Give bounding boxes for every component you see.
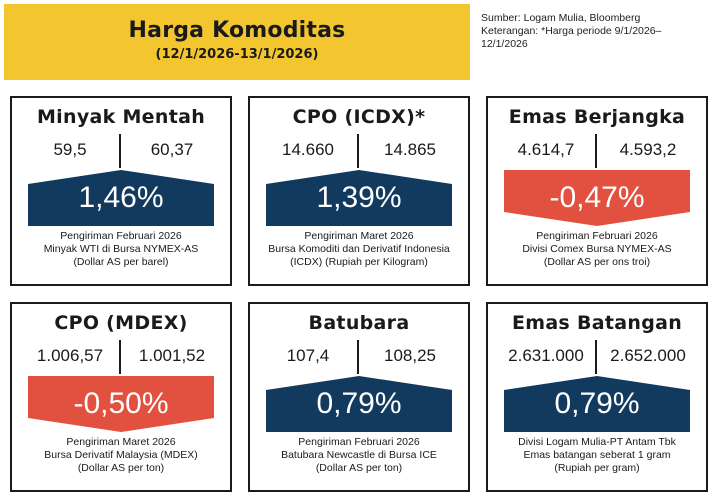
price-divider	[595, 134, 597, 168]
change-percent: -0,47%	[549, 181, 645, 214]
change-arrow-shape	[28, 170, 214, 226]
price-current: 14.865	[384, 140, 436, 159]
commodity-card-cpo-icdx: CPO (ICDX)* 14.660 14.865 1,39% Pengirim…	[248, 96, 470, 286]
price-pair: 1.006,57 1.001,52	[12, 338, 230, 374]
change-percent: 1,46%	[78, 181, 164, 214]
change-percent: 1,39%	[316, 181, 402, 214]
price-current: 4.593,2	[619, 140, 677, 159]
commodity-card-cpo-mdex: CPO (MDEX) 1.006,57 1.001,52 -0,50% Peng…	[10, 302, 232, 492]
note-line: (ICDX) (Rupiah per Kilogram)	[290, 256, 428, 268]
source-line: 12/1/2026	[481, 38, 528, 50]
header-banner: Harga Komoditas (12/1/2026-13/1/2026)	[4, 4, 470, 80]
note-line: Batubara Newcastle di Bursa ICE	[281, 449, 437, 461]
commodity-card-minyak-mentah: Minyak Mentah 59,5 60,37 1,46% Pengirima…	[10, 96, 232, 286]
change-percent: 0,79%	[316, 387, 402, 420]
note-line: Pengiriman Februari 2026	[60, 230, 182, 242]
price-pair: 2.631.000 2.652.000	[488, 338, 706, 374]
commodity-name: Emas Batangan	[511, 312, 683, 334]
change-badge: -0,50%	[28, 376, 214, 432]
source-line: Sumber: Logam Mulia, Bloomberg	[481, 12, 641, 24]
commodity-name: Minyak Mentah	[36, 106, 206, 128]
change-arrow-shape	[504, 170, 690, 226]
commodity-card-batubara: Batubara 107,4 108,25 0,79% Pengiriman F…	[248, 302, 470, 492]
note-line: Pengiriman Maret 2026	[304, 230, 414, 242]
price-current: 108,25	[384, 346, 436, 365]
price-current: 2.652.000	[610, 346, 686, 365]
commodity-name: CPO (ICDX)*	[292, 106, 426, 128]
card-notes: Pengiriman Februari 2026 Divisi Comex Bu…	[488, 230, 706, 269]
price-pair: 107,4 108,25	[250, 338, 468, 374]
price-previous: 4.614,7	[517, 140, 575, 159]
source-line: Keterangan: *Harga periode 9/1/2026–	[481, 25, 662, 37]
change-badge: -0,47%	[504, 170, 690, 226]
price-previous: 1.006,57	[36, 346, 104, 365]
note-line: Divisi Logam Mulia-PT Antam Tbk	[518, 436, 676, 448]
change-arrow-shape	[266, 376, 452, 432]
price-divider	[119, 340, 121, 374]
price-divider	[357, 134, 359, 168]
note-line: Bursa Derivatif Malaysia (MDEX)	[44, 449, 198, 461]
note-line: (Rupiah per gram)	[554, 462, 640, 474]
period-label: (12/1/2026-13/1/2026)	[155, 47, 319, 62]
note-line: (Dollar AS per ton)	[315, 462, 403, 474]
price-divider	[119, 134, 121, 168]
change-percent: -0,50%	[73, 387, 169, 420]
note-line: Emas batangan seberat 1 gram	[523, 449, 671, 461]
note-line: (Dollar AS per ons troi)	[543, 256, 651, 268]
commodity-name: Emas Berjangka	[508, 106, 686, 128]
note-line: Divisi Comex Bursa NYMEX-AS	[522, 243, 672, 255]
price-previous: 107,4	[286, 346, 330, 365]
card-notes: Divisi Logam Mulia-PT Antam Tbk Emas bat…	[488, 436, 706, 475]
source-note: Sumber: Logam Mulia, Bloomberg Keteranga…	[481, 12, 713, 51]
card-notes: Pengiriman Februari 2026 Minyak WTI di B…	[12, 230, 230, 269]
price-pair: 14.660 14.865	[250, 132, 468, 168]
change-arrow-shape	[504, 376, 690, 432]
card-notes: Pengiriman Maret 2026 Bursa Derivatif Ma…	[12, 436, 230, 475]
price-divider	[595, 340, 597, 374]
price-current: 60,37	[150, 140, 194, 159]
note-line: Pengiriman Maret 2026	[66, 436, 176, 448]
note-line: (Dollar AS per barel)	[73, 256, 169, 268]
page-title: Harga Komoditas	[128, 18, 346, 43]
price-current: 1.001,52	[138, 346, 206, 365]
price-pair: 4.614,7 4.593,2	[488, 132, 706, 168]
note-line: Pengiriman Februari 2026	[536, 230, 658, 242]
change-badge: 1,46%	[28, 170, 214, 226]
commodity-card-emas-berjangka: Emas Berjangka 4.614,7 4.593,2 -0,47% Pe…	[486, 96, 708, 286]
price-divider	[357, 340, 359, 374]
note-line: Pengiriman Februari 2026	[298, 436, 420, 448]
note-line: Minyak WTI di Bursa NYMEX-AS	[43, 243, 199, 255]
commodity-name: CPO (MDEX)	[54, 312, 188, 334]
change-badge: 1,39%	[266, 170, 452, 226]
commodity-card-emas-batangan: Emas Batangan 2.631.000 2.652.000 0,79% …	[486, 302, 708, 492]
price-pair: 59,5 60,37	[12, 132, 230, 168]
price-previous: 2.631.000	[508, 346, 584, 365]
price-previous: 59,5	[53, 140, 87, 159]
change-percent: 0,79%	[554, 387, 640, 420]
price-previous: 14.660	[282, 140, 334, 159]
change-badge: 0,79%	[504, 376, 690, 432]
change-arrow-shape	[266, 170, 452, 226]
note-line: (Dollar AS per ton)	[77, 462, 165, 474]
change-arrow-shape	[28, 376, 214, 432]
change-badge: 0,79%	[266, 376, 452, 432]
commodity-name: Batubara	[308, 312, 410, 334]
note-line: Bursa Komoditi dan Derivatif Indonesia	[268, 243, 450, 255]
card-notes: Pengiriman Maret 2026 Bursa Komoditi dan…	[250, 230, 468, 269]
card-notes: Pengiriman Februari 2026 Batubara Newcas…	[250, 436, 468, 475]
